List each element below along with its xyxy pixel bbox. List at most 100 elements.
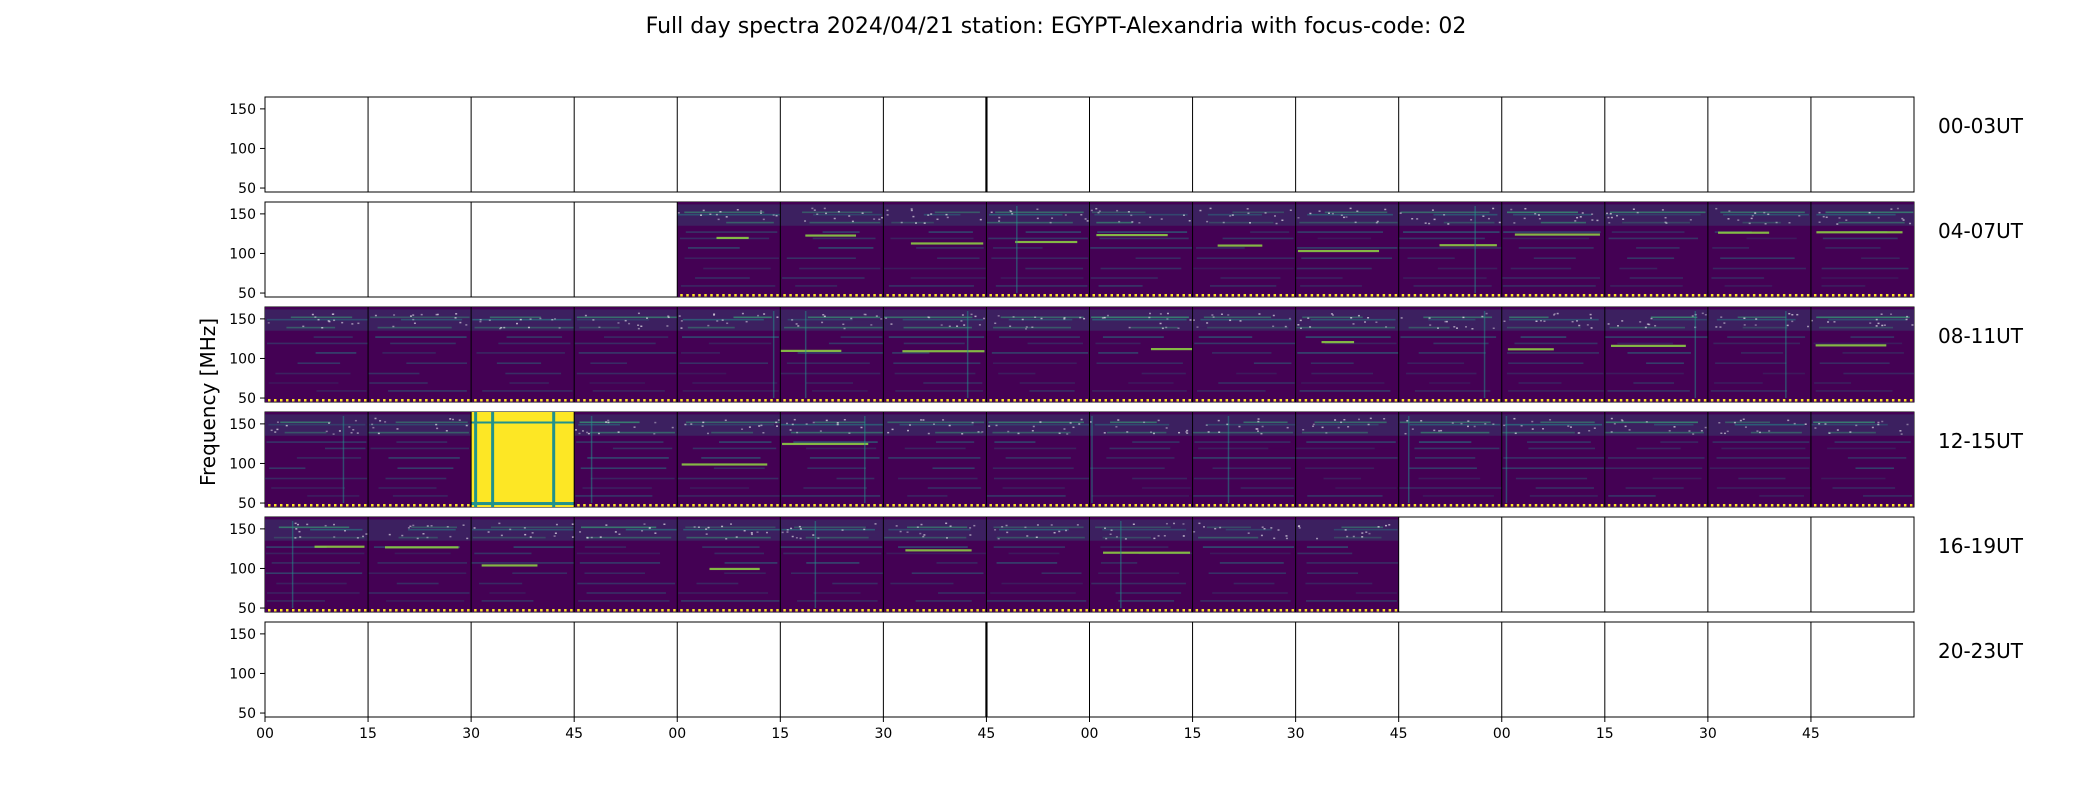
noise-speck (1596, 219, 1599, 222)
frequency-band (1314, 423, 1379, 426)
frequency-band (1510, 267, 1572, 270)
marker-dot (1504, 294, 1508, 297)
marker-dot (1334, 294, 1338, 297)
marker-dot (946, 294, 949, 297)
frequency-band (938, 592, 986, 594)
frequency-band (696, 582, 739, 585)
frequency-band (1232, 211, 1284, 214)
marker-dot (298, 399, 301, 402)
y-tick-label: 100 (229, 561, 256, 577)
frequency-band (1141, 372, 1186, 375)
frequency-band (677, 495, 780, 497)
marker-dot (770, 294, 773, 297)
frequency-band (1861, 257, 1900, 260)
marker-dot (1419, 294, 1423, 297)
noise-speck (1875, 325, 1878, 327)
burst-line (1091, 415, 1093, 504)
marker-dot (1037, 399, 1040, 402)
noise-speck (1720, 432, 1723, 434)
noise-speck (325, 430, 328, 433)
marker-dot (879, 399, 882, 402)
marker-dot (1092, 399, 1095, 402)
noise-speck (1646, 323, 1649, 325)
marker-dot (601, 609, 604, 612)
marker-dot (619, 504, 622, 507)
frequency-band (685, 231, 778, 233)
noise-speck (715, 213, 718, 216)
marker-dot (813, 609, 816, 612)
marker-dot (1776, 399, 1780, 402)
noise-speck (1083, 317, 1086, 320)
noise-speck (1211, 314, 1214, 316)
marker-dot (449, 399, 452, 402)
marker-dot (1140, 609, 1143, 612)
noise-speck (1593, 427, 1596, 429)
marker-dot (1619, 294, 1623, 297)
marker-dot (928, 399, 931, 402)
noise-speck (1272, 314, 1275, 317)
noise-speck (1523, 217, 1526, 220)
noise-speck (555, 523, 558, 526)
marker-dot (1213, 399, 1217, 402)
noise-region (1604, 414, 1708, 436)
marker-dot (1328, 504, 1332, 507)
noise-speck (267, 322, 270, 324)
y-tick-label: 100 (229, 351, 256, 367)
marker-dot (801, 399, 804, 402)
noise-speck (1578, 324, 1581, 327)
frequency-band (1608, 495, 1656, 497)
marker-dot (1322, 504, 1326, 507)
frequency-band (813, 592, 861, 594)
noise-speck (302, 325, 305, 328)
marker-dot (1764, 504, 1768, 507)
noise-speck (735, 536, 738, 538)
marker-dot (1346, 294, 1350, 297)
noise-speck (1165, 326, 1168, 329)
marker-dot (661, 399, 664, 402)
marker-dot (1582, 504, 1586, 507)
noise-speck (1574, 220, 1577, 222)
noise-speck (1871, 426, 1874, 429)
marker-dot (389, 399, 392, 402)
marker-dot (1473, 399, 1477, 402)
y-tick-label: 150 (229, 627, 256, 643)
marker-dot (746, 609, 749, 612)
noise-speck (1365, 531, 1368, 533)
noise-speck (988, 425, 991, 427)
noise-region (1295, 519, 1399, 541)
frequency-band (369, 382, 428, 384)
marker-dot (819, 504, 822, 507)
noise-speck (1131, 221, 1134, 223)
frequency-band (1109, 447, 1171, 450)
frequency-band (509, 382, 549, 384)
marker-dot (1752, 504, 1756, 507)
marker-dot (819, 294, 822, 297)
marker-dot (1461, 294, 1465, 297)
noise-speck (1026, 535, 1029, 537)
noise-speck (1487, 217, 1490, 220)
noise-speck (1399, 212, 1402, 214)
frequency-band (625, 528, 677, 531)
marker-dot (958, 609, 961, 612)
frequency-band (677, 213, 781, 216)
noise-region (1295, 309, 1399, 331)
marker-dot (1467, 504, 1471, 507)
marker-dot (1273, 504, 1277, 507)
noise-region (368, 309, 472, 331)
noise-speck (813, 209, 816, 211)
marker-dot (1576, 504, 1580, 507)
marker-dot (1819, 399, 1823, 402)
marker-dot (1407, 399, 1411, 402)
noise-speck (1327, 212, 1330, 214)
frequency-band (1198, 447, 1269, 450)
marker-dot (346, 609, 349, 612)
marker-dot (1510, 504, 1514, 507)
marker-dot (322, 609, 325, 612)
marker-dot (292, 504, 295, 507)
marker-dot (1291, 609, 1295, 612)
marker-dot (328, 609, 331, 612)
noise-speck (584, 314, 587, 317)
frequency-band (1019, 382, 1075, 384)
marker-dot (716, 294, 719, 297)
noise-speck (1005, 524, 1008, 527)
